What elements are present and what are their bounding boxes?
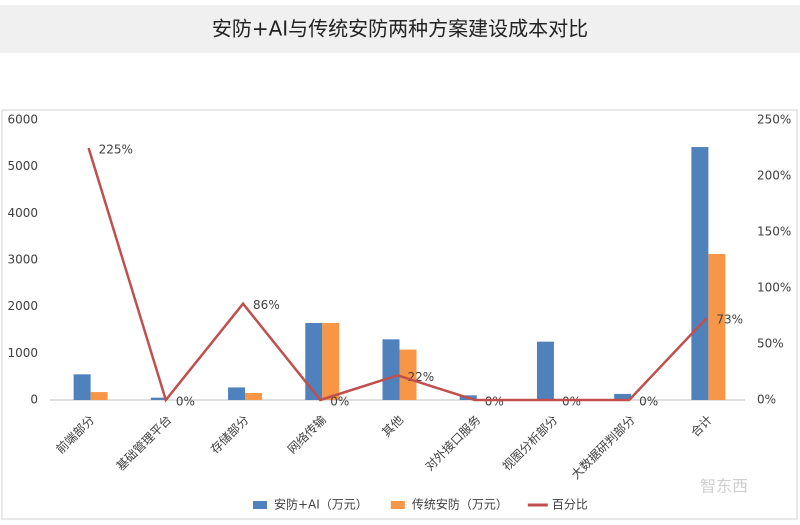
legend-label: 安防+AI（万元） (274, 497, 368, 512)
x-tick-label: 其他 (379, 413, 406, 440)
y2-tick-label: 200% (757, 169, 791, 183)
bar (536, 341, 554, 400)
data-label: 0% (330, 395, 349, 409)
x-tick-label: 基础管理平台 (113, 412, 175, 474)
data-label: 0% (562, 395, 581, 409)
y-tick-label: 3000 (7, 253, 38, 267)
data-label: 0% (176, 395, 195, 409)
bar (150, 397, 168, 400)
data-label: 0% (485, 395, 504, 409)
bar (614, 393, 632, 400)
bar (399, 349, 417, 400)
data-label: 225% (99, 143, 133, 157)
watermark: 智东西 (700, 477, 748, 496)
legend-label: 传统安防（万元） (412, 497, 508, 512)
y-tick-label: 5000 (7, 159, 38, 173)
bar (691, 147, 709, 400)
y2-tick-label: 50% (757, 337, 784, 351)
legend-swatch (390, 501, 405, 509)
chart-border (1, 109, 798, 520)
bar (245, 393, 263, 400)
x-tick-label: 合计 (687, 412, 715, 440)
bar (382, 339, 400, 400)
line (87, 147, 708, 403)
bar (228, 387, 246, 400)
bar (322, 323, 340, 400)
data-label: 86% (253, 298, 280, 312)
x-tick-label: 网络传输 (284, 412, 329, 457)
y-tick-label: 6000 (7, 113, 38, 127)
y-tick-label: 4000 (7, 206, 38, 220)
y-tick-label: 1000 (7, 346, 38, 360)
bar (73, 374, 91, 400)
bar (708, 253, 726, 400)
y2-tick-label: 100% (757, 281, 791, 295)
y2-tick-label: 250% (757, 113, 791, 127)
data-label: 0% (639, 395, 658, 409)
legend-swatch (253, 501, 267, 509)
x-tick-label: 大数据研判部分 (568, 412, 638, 482)
title-banner (0, 5, 800, 53)
chart-title: 安防+AI与传统安防两种方案建设成本对比 (212, 17, 588, 41)
data-label: 73% (716, 313, 743, 327)
y-tick-label: 0 (30, 393, 38, 407)
x-tick-label: 前端部分 (53, 412, 98, 457)
bar (90, 392, 108, 400)
x-tick-label: 视图分析部分 (499, 412, 561, 474)
legend-label: 百分比 (552, 498, 588, 512)
x-tick-label: 存储部分 (207, 412, 252, 457)
y2-tick-label: 150% (757, 225, 791, 239)
y-tick-label: 2000 (7, 299, 38, 313)
x-tick-label: 对外接口服务 (422, 412, 484, 474)
bar (305, 323, 323, 400)
y2-tick-label: 0% (757, 393, 776, 407)
